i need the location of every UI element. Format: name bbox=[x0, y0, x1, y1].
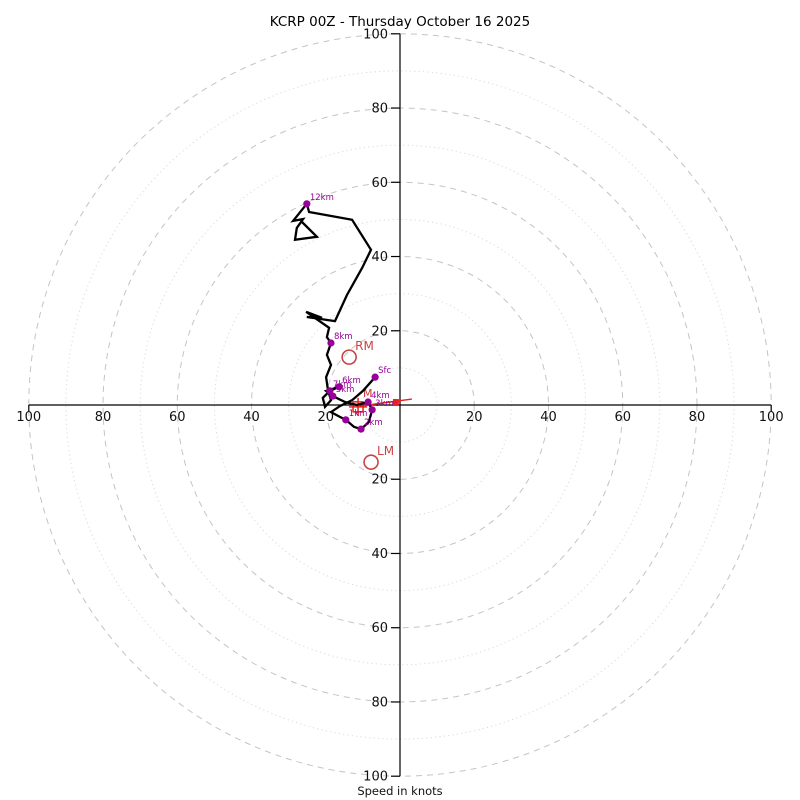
height-label-3km: 3km bbox=[375, 399, 394, 409]
x-tick-left-100: 100 bbox=[16, 410, 41, 425]
height-label-sfc: Sfc bbox=[378, 366, 391, 376]
wind-trace-path bbox=[290, 201, 376, 431]
height-label-12km: 12km bbox=[310, 193, 334, 203]
x-tick-right-40: 40 bbox=[540, 410, 557, 425]
y-tick-top-100: 100 bbox=[363, 27, 388, 42]
x-tick-right-80: 80 bbox=[689, 410, 706, 425]
height-dot-7km bbox=[326, 387, 334, 395]
height-dot-2km bbox=[357, 425, 365, 433]
y-tick-bottom-20: 20 bbox=[371, 473, 388, 488]
height-label-2km: 2km bbox=[364, 418, 383, 428]
chart-title: KCRP 00Z - Thursday October 16 2025 bbox=[270, 14, 530, 30]
height-dot-12km bbox=[303, 200, 311, 208]
height-label-7km: 7km bbox=[333, 380, 352, 390]
y-tick-bottom-60: 60 bbox=[371, 621, 388, 636]
axis-tick-labels: 20 20 20 20 40 40 40 40 60 60 60 60 80 80 80 80 100 100 10… bbox=[16, 27, 783, 784]
height-label-4km: 4km bbox=[371, 391, 390, 401]
x-tick-right-60: 60 bbox=[614, 410, 631, 425]
height-dot-6km bbox=[335, 383, 343, 391]
y-tick-top-80: 80 bbox=[371, 102, 388, 117]
y-tick-top-40: 40 bbox=[371, 250, 388, 265]
lm-marker-label: LM bbox=[377, 444, 394, 458]
height-dot-1km bbox=[342, 416, 350, 424]
height-label-8km: 8km bbox=[334, 332, 353, 342]
rm-marker-circle bbox=[341, 349, 357, 365]
x-tick-left-40: 40 bbox=[243, 410, 260, 425]
wind-trace-layer bbox=[290, 201, 376, 431]
storm-motion-layer: RM LM M bbox=[341, 339, 412, 470]
mean-wind-label: M bbox=[363, 387, 373, 400]
x-tick-left-60: 60 bbox=[169, 410, 186, 425]
y-tick-top-60: 60 bbox=[371, 176, 388, 191]
x-tick-right-100: 100 bbox=[759, 410, 784, 425]
axes bbox=[28, 33, 772, 777]
mean-wind-small-square bbox=[392, 399, 399, 406]
rm-marker-label: RM bbox=[355, 339, 374, 353]
y-tick-bottom-80: 80 bbox=[371, 695, 388, 710]
height-label-5km: 5km bbox=[336, 385, 355, 395]
y-tick-bottom-100: 100 bbox=[363, 770, 388, 785]
x-axis-label: Speed in knots bbox=[357, 784, 442, 798]
height-dot-4km bbox=[364, 398, 372, 406]
y-tick-top-20: 20 bbox=[371, 324, 388, 339]
lm-marker-circle bbox=[363, 454, 379, 470]
height-dot-8km bbox=[327, 339, 335, 347]
height-label-1km: 1km bbox=[349, 409, 368, 419]
height-dot-sfc bbox=[371, 373, 379, 381]
height-label-6km: 6km bbox=[342, 376, 361, 386]
x-tick-left-20: 20 bbox=[317, 410, 334, 425]
y-tick-bottom-40: 40 bbox=[371, 547, 388, 562]
x-tick-left-80: 80 bbox=[95, 410, 112, 425]
height-dot-3km bbox=[368, 406, 376, 414]
x-tick-right-20: 20 bbox=[466, 410, 483, 425]
